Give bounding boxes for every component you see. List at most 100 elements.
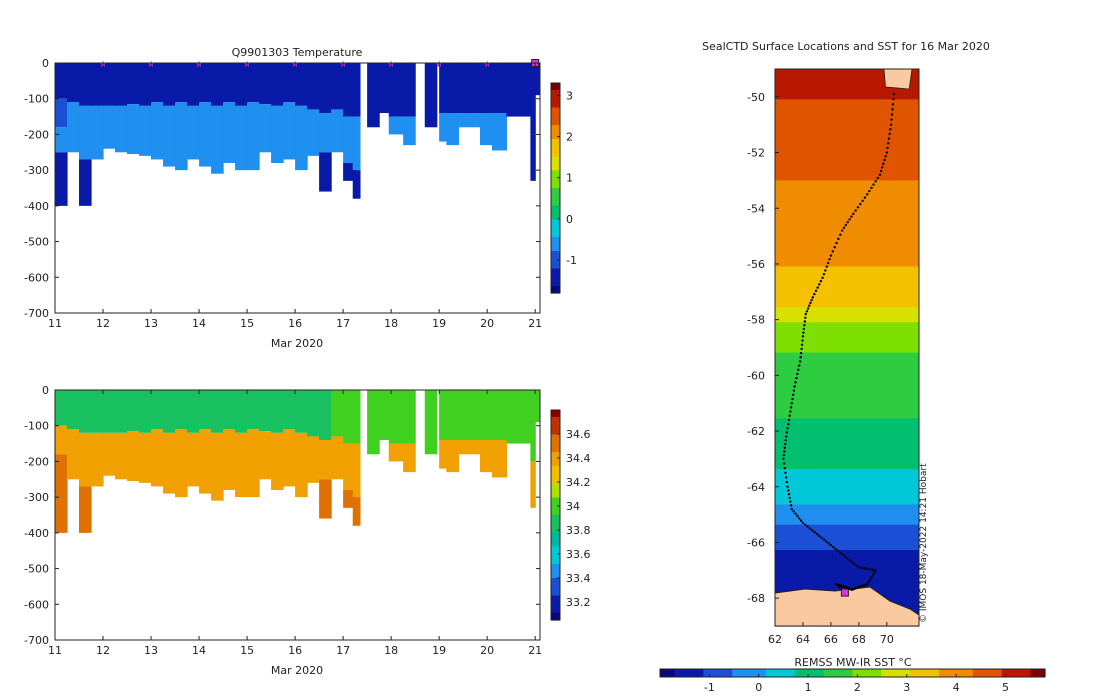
sst-band [775,129,919,136]
sst-band [775,352,919,359]
profile-cell [530,63,536,135]
sst-band [775,393,919,399]
colorbar-swatch [551,198,560,203]
profile-cell [139,63,152,106]
profile-cell [235,390,248,433]
x-tick-label: 18 [384,644,398,657]
colorbar-swatch [551,494,560,499]
colorbar-swatch [1006,669,1012,677]
colorbar-tick-label: 1 [805,681,812,694]
profile-cell [388,116,404,135]
colorbar-swatch [712,669,719,677]
colorbar-swatch [756,669,762,677]
profile-cell [259,104,272,153]
track-point [801,335,805,338]
profile-cell [283,102,296,160]
y-tick-label: -300 [24,491,49,504]
track-point [824,269,827,272]
sst-band [775,225,919,232]
sst-band [775,291,919,298]
sst-band [775,312,919,318]
colorbar-swatch [905,669,911,677]
profile-cell [235,63,248,106]
track-point [859,202,862,206]
colorbar-swatch [551,585,560,590]
profile-cell [319,440,332,480]
profile-cell [127,63,140,105]
y-tick-label: -100 [24,93,49,106]
track-point [799,356,802,359]
track-point [788,414,791,417]
track-point [846,557,849,560]
colorbar-swatch [1016,669,1022,677]
colorbar-swatch [551,501,560,506]
track-point [890,118,893,121]
sst-band [775,377,919,384]
profile-cell [103,432,116,476]
colorbar-tick-label: 33.4 [566,572,591,585]
colorbar-swatch [551,125,560,130]
profile-cell [379,63,392,113]
y-tick-label: -60 [747,369,765,382]
sst-band [775,241,919,247]
colorbar-tick-label: 2 [566,131,573,144]
colorbar-swatch [770,669,777,677]
colorbar-swatch [551,592,560,597]
track-point [887,142,890,145]
profile-cell [103,105,116,149]
colorbar-swatch [833,669,839,677]
profile-cell [352,497,361,526]
sst-band [775,529,919,536]
profile-cell [103,63,116,106]
profile-cell [403,116,416,146]
x-tick-label: 16 [288,644,302,657]
track-point [861,199,864,203]
track-point [784,439,787,442]
colorbar-swatch [551,417,560,422]
colorbar-swatch [727,669,733,677]
colorbar-swatch [551,473,560,478]
x-tick-label: 14 [192,644,206,657]
colorbar-swatch [551,546,560,551]
sst-band [775,382,919,389]
y-tick-label: -200 [24,128,49,141]
track-point [799,519,803,522]
track-point [791,393,795,397]
colorbar-tick-label: 33.6 [566,548,591,561]
profile-cell [79,159,92,206]
track-point [866,193,869,196]
colorbar-tick-label: 33.8 [566,524,591,537]
colorbar-swatch [871,669,878,677]
profile-cell [343,443,356,490]
salinity-x-ticks: 11 12 13 14 15 16 17 18 19 20 21 [48,390,542,657]
colorbar-swatch [551,410,560,415]
colorbar-swatch [737,669,743,677]
colorbar-swatch [794,669,801,677]
y-tick-label: -52 [747,147,765,160]
colorbar-swatch [751,669,757,677]
profile-cell [55,127,68,153]
colorbar-swatch [910,669,916,677]
profile-cell [67,102,80,153]
profile-cell [127,104,140,155]
track-point [786,485,789,488]
profile-cell [343,490,356,508]
colorbar-swatch [551,212,560,217]
colorbar-swatch [551,483,560,488]
sst-band [775,342,919,349]
colorbar-swatch [551,282,560,287]
track-point [834,547,837,551]
sst-band [775,165,919,171]
sst-band [775,443,919,450]
sst-band [775,170,919,176]
profile-cell [319,390,332,440]
x-tick-label: 21 [528,644,542,657]
profile-cell [352,443,361,498]
colorbar-swatch [551,142,560,147]
track-point [874,569,877,572]
sst-band [775,94,919,100]
colorbar-swatch [551,83,560,88]
profile-cell [271,105,284,163]
profile-cell [331,63,344,110]
sst-band [775,514,919,521]
